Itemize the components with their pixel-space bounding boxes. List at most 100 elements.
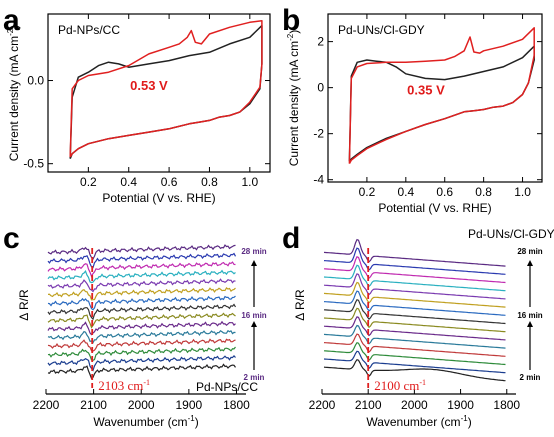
ir-spectrum <box>323 350 506 374</box>
ir-spectrum <box>47 295 236 311</box>
time-arrowhead-upper <box>251 260 257 266</box>
y-axis-label: Δ R/R <box>293 289 307 321</box>
x-axis-label: Wavenumber (cm-1) <box>93 414 198 429</box>
x-tick-label: 0.2 <box>80 175 97 189</box>
ir-spectrum <box>47 261 236 278</box>
time-label-16: 16 min <box>241 311 266 320</box>
x-tick-label: 0.2 <box>359 185 376 199</box>
x-axis-label: Potential (V vs. RHE) <box>102 191 215 205</box>
ir-spectrum <box>323 341 506 366</box>
ir-spectrum <box>47 320 236 336</box>
x-tick-label: 0.6 <box>161 175 178 189</box>
x-axis-label-end: ) <box>468 415 472 429</box>
x-axis-label: Wavenumber (cm-1) <box>366 414 471 429</box>
x-tick-label: 1.0 <box>514 185 531 199</box>
panel-letter-d: d <box>282 222 300 255</box>
ir-spectrum <box>323 273 506 300</box>
x-tick-label: 2200 <box>33 398 60 412</box>
time-label-28: 28 min <box>517 247 542 256</box>
y-axis-label-text: Current density (mA cm <box>287 41 301 166</box>
y-tick-label: -2 <box>313 127 324 141</box>
peak-label-text: 2100 cm <box>374 378 419 393</box>
ir-spectrum <box>47 244 236 261</box>
y-axis-label-text: Current density (mA cm <box>7 36 21 161</box>
cv-curve-red <box>348 27 535 164</box>
x-axis-label-text: Wavenumber (cm <box>93 415 187 429</box>
x-tick-label: 2200 <box>309 398 336 412</box>
x-axis-label-sup: -1 <box>188 414 196 423</box>
peak-label-sup: -1 <box>419 378 426 387</box>
sample-label: Pd-NPs/CC <box>58 23 120 37</box>
y-tick-label: -0.5 <box>23 157 44 171</box>
x-tick-label: 0.8 <box>475 185 492 199</box>
x-tick-label: 2100 <box>80 398 107 412</box>
peak-label: 2103 cm-1 <box>98 378 150 393</box>
x-axis-label-end: ) <box>195 415 199 429</box>
peak-label-sup: -1 <box>143 378 150 387</box>
ir-spectrum <box>47 269 236 284</box>
x-axis-label-sup: -1 <box>461 414 469 423</box>
y-axis-label-end: ) <box>7 25 21 29</box>
peak-label: 2100 cm-1 <box>374 378 426 393</box>
cv-curve-red <box>69 19 263 158</box>
ir-spectrum <box>47 252 237 269</box>
ir-spectrum <box>323 324 506 349</box>
cv-plot-a: 0.2 0.4 0.6 0.8 1.0 0.0 -0.5 Potential (V vs. R… <box>6 13 271 205</box>
ir-spectrum <box>47 329 236 344</box>
onset-potential-label: 0.53 V <box>130 78 168 93</box>
y-axis-label-end: ) <box>287 30 301 34</box>
x-tick-label: 1800 <box>223 398 250 412</box>
time-arrowhead-upper <box>527 260 533 266</box>
time-label-2: 2 min <box>244 373 265 382</box>
y-axis-label: Current density (mA cm-2) <box>6 25 21 162</box>
x-tick-label: 0.4 <box>397 185 414 199</box>
time-arrowhead-lower <box>251 321 257 327</box>
ir-spectrum <box>323 333 506 357</box>
y-axis-label: Δ R/R <box>17 289 31 321</box>
sample-label: Pd-UNs/Cl-GDY <box>338 23 425 37</box>
y-axis-label-sup: -2 <box>6 28 15 36</box>
y-tick-label: -4 <box>313 173 324 187</box>
ir-spectrum <box>323 281 506 308</box>
y-axis-label: Current density (mA cm-2) <box>286 30 301 167</box>
ir-spectrum <box>323 290 506 316</box>
sample-label: Pd-NPs/CC <box>196 380 258 394</box>
ir-spectrum <box>47 278 236 293</box>
time-label-16: 16 min <box>517 311 542 320</box>
x-tick-label: 1900 <box>176 398 203 412</box>
ir-spectrum <box>323 298 506 325</box>
ir-spectrum <box>47 312 236 329</box>
onset-potential-label: 0.35 V <box>407 83 445 98</box>
ir-spectrum <box>47 286 236 301</box>
y-tick-label: 0 <box>317 81 324 95</box>
x-tick-label: 0.8 <box>201 175 218 189</box>
x-tick-label: 0.6 <box>436 185 453 199</box>
time-label-2: 2 min <box>520 373 541 382</box>
x-tick-label: 1900 <box>447 398 474 412</box>
y-tick-label: 2 <box>317 35 324 49</box>
y-tick-label: 0.0 <box>27 74 44 88</box>
ir-spectrum <box>47 355 236 372</box>
ir-spectrum <box>323 307 506 333</box>
ir-spectrum <box>323 264 506 292</box>
x-tick-label: 2100 <box>355 398 382 412</box>
x-tick-label: 0.4 <box>120 175 137 189</box>
y-axis-label-sup: -2 <box>286 33 295 41</box>
x-tick-label: 2000 <box>128 398 155 412</box>
panel-letter-b: b <box>282 4 300 37</box>
sample-label: Pd-UNs/Cl-GDY <box>468 227 554 241</box>
ir-spectrum <box>323 316 506 341</box>
ir-spectrum <box>323 256 506 284</box>
x-axis-label: Potential (V vs. RHE) <box>378 201 491 215</box>
ir-spectrum <box>47 303 237 321</box>
panel-letter-a: a <box>3 4 20 37</box>
ir-spectrum <box>323 238 506 267</box>
ir-spectrum <box>47 363 236 380</box>
panel-letter-c: c <box>3 222 20 255</box>
time-arrowhead-lower <box>527 321 533 327</box>
ir-spectrum <box>323 358 506 382</box>
ir-spectrum <box>47 338 236 352</box>
time-label-28: 28 min <box>241 247 266 256</box>
